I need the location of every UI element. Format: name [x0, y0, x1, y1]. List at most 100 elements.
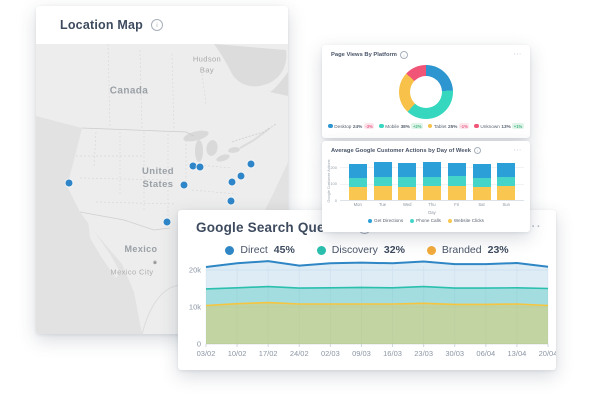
page-views-title: Page Views By Platform — [331, 52, 397, 58]
legend-value: 13% — [501, 123, 511, 129]
more-menu[interactable]: ··· — [513, 52, 522, 58]
legend-label: Tablet — [433, 123, 447, 129]
bar-segment — [373, 176, 392, 187]
map-marker[interactable] — [228, 178, 236, 186]
change-badge: -1% — [458, 123, 470, 129]
customer-actions-header: Average Google Customer Actions by Day o… — [331, 147, 522, 154]
map-label-mexico-city: Mexico City — [110, 267, 154, 277]
legend-label: Desktop — [334, 123, 352, 129]
bar-segment — [398, 186, 417, 200]
info-icon[interactable] — [399, 51, 408, 59]
x-tick-label: Tue — [378, 202, 387, 207]
line-branded — [205, 301, 549, 307]
more-menu[interactable]: ··· — [513, 147, 522, 154]
bar-segment — [348, 177, 367, 187]
map-marker[interactable] — [163, 218, 171, 226]
bar-segment — [348, 163, 367, 178]
customer-actions-title: Average Google Customer Actions by Day o… — [331, 147, 471, 154]
map-marker[interactable] — [65, 179, 73, 187]
info-icon[interactable] — [150, 19, 163, 31]
y-tick-label: 200 — [330, 164, 337, 170]
legend-label: Unknown — [480, 123, 500, 129]
bar-segment — [447, 162, 466, 177]
x-tick-label: Sun — [502, 202, 510, 207]
svg-text:24/02: 24/02 — [290, 349, 309, 358]
line-discovery — [205, 285, 549, 290]
legend-label: Phone Calls — [416, 218, 441, 223]
bar-segment — [373, 186, 392, 200]
legend-item[interactable]: Website Clicks — [447, 218, 484, 223]
x-axis-line — [340, 200, 524, 201]
search-queries-title: Google Search Queries — [196, 220, 350, 235]
bar-tue[interactable] — [373, 161, 392, 200]
x-tick-label: Mon — [353, 202, 362, 207]
map-label-united-states: United States — [142, 166, 174, 190]
search-queries-card: Google Search Queries ··· Direct 45% Disco… — [178, 210, 556, 370]
info-icon[interactable] — [473, 147, 481, 154]
svg-text:13/04: 13/04 — [508, 349, 527, 358]
svg-text:10k: 10k — [189, 303, 201, 312]
map-marker[interactable] — [237, 172, 245, 180]
map-marker[interactable] — [180, 181, 188, 189]
legend-dot — [328, 123, 333, 129]
bar-sat[interactable] — [472, 161, 491, 200]
line-direct — [205, 260, 549, 268]
bar-segment — [472, 177, 491, 187]
bar-sun[interactable] — [497, 161, 516, 200]
legend-label: Discovery — [331, 244, 378, 256]
bar-mon[interactable] — [348, 161, 367, 200]
actions-legend: Get Directions Phone Calls Website Clicks — [322, 218, 530, 223]
legend-item[interactable]: Get Directions — [368, 218, 403, 223]
legend-dot — [427, 123, 433, 129]
bar-thu[interactable] — [423, 161, 441, 200]
location-map-title: Location Map — [60, 18, 143, 32]
map-marker[interactable] — [189, 162, 197, 170]
y-axis-title: Google Customer Actions — [327, 159, 331, 203]
map-marker[interactable] — [196, 163, 204, 171]
mexico-city-star-marker: * — [153, 259, 157, 271]
y-tick-label: 100 — [330, 181, 337, 186]
legend-dot — [225, 245, 235, 255]
svg-text:30/03: 30/03 — [445, 349, 464, 358]
x-tick-label: Fri — [454, 202, 460, 207]
platform-legend: Desktop 24% -3% Mobile 38% +2% Tablet 25% -1%… — [322, 123, 530, 129]
legend-item[interactable]: Discovery 32% — [316, 244, 405, 256]
bar-segment — [423, 162, 441, 177]
location-map-card: Location Map — [36, 6, 288, 334]
platform-donut[interactable] — [399, 65, 453, 119]
legend-value: 23% — [487, 244, 509, 256]
legend-dot — [426, 245, 436, 255]
area-discovery — [206, 286, 548, 344]
legend-item[interactable]: Mobile 38% +2% — [379, 123, 423, 129]
x-tick-label: Thu — [428, 202, 436, 207]
legend-item[interactable]: Tablet 25% -1% — [427, 123, 470, 129]
legend-item[interactable]: Desktop 24% -3% — [328, 123, 375, 129]
customer-actions-card: Average Google Customer Actions by Day o… — [322, 141, 530, 232]
queries-legend: Direct 45% Discovery 32% Branded 23% — [178, 244, 556, 256]
bar-segment — [348, 186, 367, 200]
bar-wed[interactable] — [398, 161, 417, 200]
legend-item[interactable]: Unknown 13% +1% — [474, 123, 524, 129]
bar-segment — [423, 186, 441, 200]
map-label-canada: Canada — [109, 85, 149, 97]
more-menu[interactable]: ··· — [526, 221, 542, 233]
map-marker[interactable] — [227, 197, 235, 205]
bar-segment — [497, 163, 516, 178]
bar-fri[interactable] — [447, 161, 466, 200]
legend-value: 24% — [352, 123, 363, 129]
bar-segment — [497, 186, 516, 200]
legend-item[interactable]: Branded 23% — [426, 244, 509, 256]
legend-value: 25% — [447, 123, 458, 129]
legend-value: 45% — [273, 244, 295, 256]
legend-item[interactable]: Direct 45% — [225, 244, 295, 256]
x-tick-label: Sat — [478, 202, 485, 207]
bar-segment — [472, 163, 491, 178]
map-marker[interactable] — [247, 160, 255, 168]
svg-text:06/04: 06/04 — [476, 349, 495, 358]
page-views-header: Page Views By Platform ··· — [331, 51, 522, 59]
legend-dot — [379, 123, 384, 129]
x-axis-title: Day — [428, 210, 436, 215]
page-views-card: Page Views By Platform ··· Desktop 24%-3… — [322, 45, 530, 138]
legend-item[interactable]: Phone Calls — [410, 218, 441, 223]
change-badge: +1% — [512, 123, 524, 129]
